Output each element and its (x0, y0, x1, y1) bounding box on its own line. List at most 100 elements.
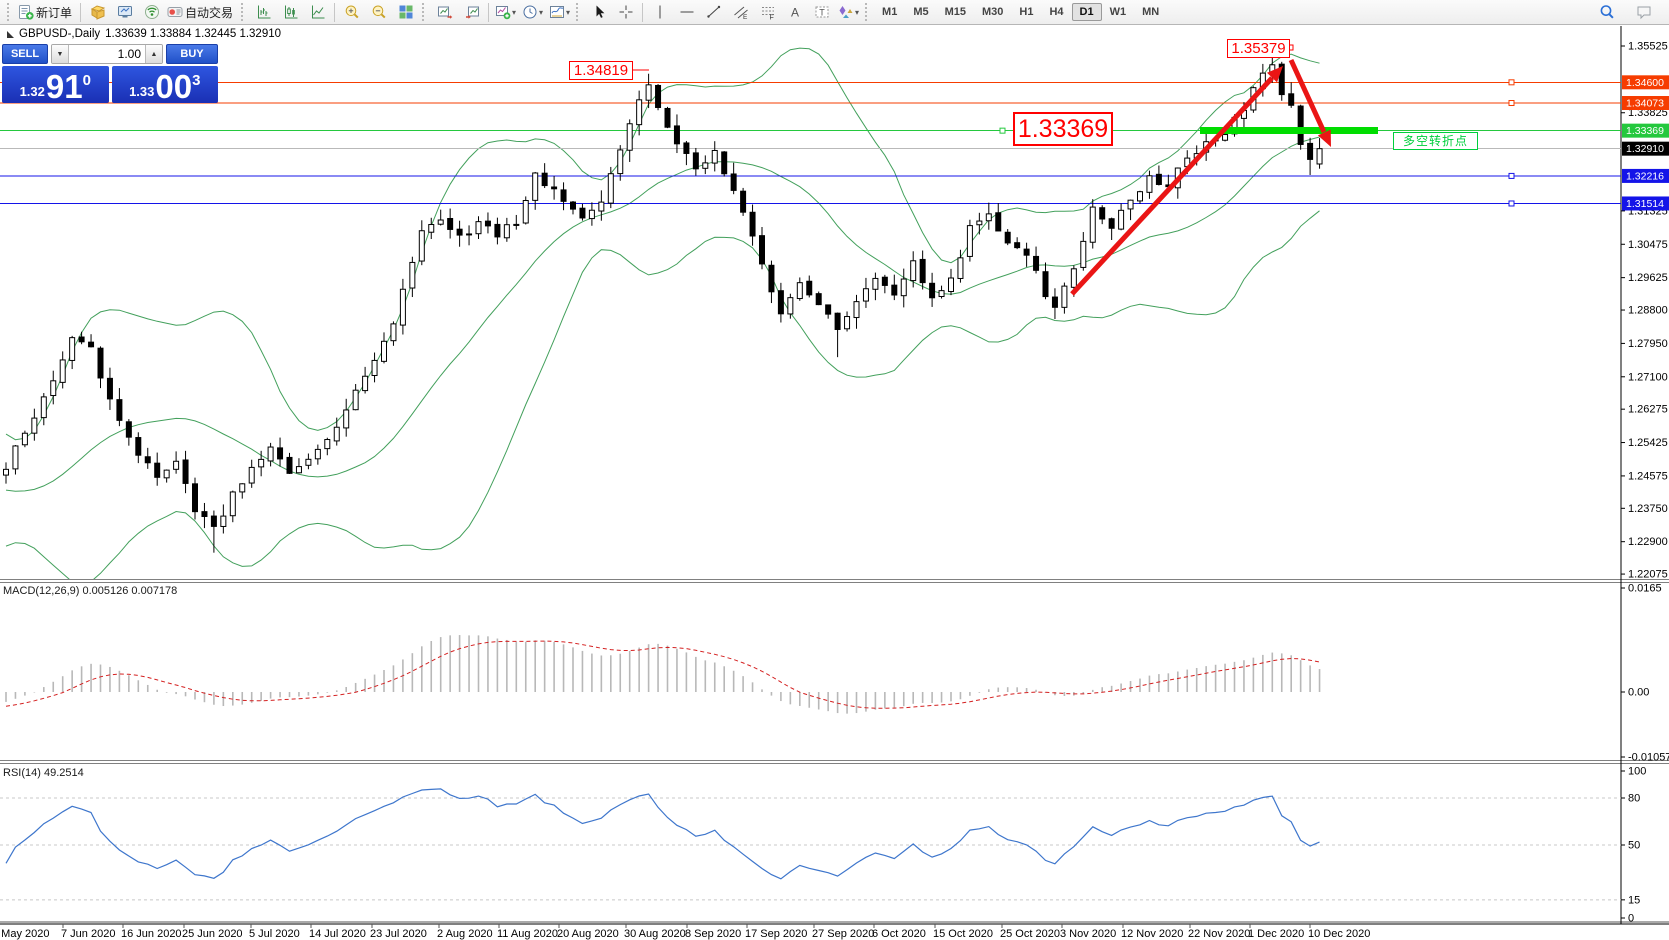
chart-shift-button[interactable] (458, 0, 485, 24)
sell-price-display[interactable]: 1.32 91 0 (2, 66, 109, 103)
timeframe-m15-button[interactable]: M15 (944, 6, 966, 18)
bars-chart-icon (257, 5, 271, 19)
templates-button[interactable]: ▾ (546, 0, 573, 24)
svg-text:1.34600: 1.34600 (1626, 77, 1664, 89)
svg-text:1.28800: 1.28800 (1628, 305, 1668, 317)
symbol-ohlc-line: GBPUSD-,Daily 1.33639 1.33884 1.32445 1.… (7, 28, 281, 40)
timeframe-d1-button[interactable]: D1 (1071, 3, 1102, 21)
timeframe-w1-button[interactable]: W1 (1109, 6, 1127, 18)
svg-text:15: 15 (1628, 894, 1640, 906)
auto-scroll-icon (437, 6, 452, 19)
main-price-pane[interactable] (0, 47, 1621, 584)
indicators-button[interactable]: ▾ (492, 0, 519, 24)
crosshair-icon (619, 5, 633, 19)
timeframe-m30-button[interactable]: M30 (982, 6, 1004, 18)
fibonacci-button[interactable]: F (754, 0, 781, 24)
signals-button[interactable] (138, 0, 165, 24)
vertical-line-button[interactable] (646, 0, 673, 24)
vline-icon (659, 5, 661, 19)
toolbar-separator (642, 2, 644, 22)
svg-text:15 Oct 2020: 15 Oct 2020 (933, 928, 993, 940)
price-label-134819[interactable]: 1.34819 (569, 61, 633, 80)
channel-icon: E (733, 6, 748, 20)
macd-pane[interactable] (5, 635, 1321, 714)
svg-text:1.22075: 1.22075 (1628, 569, 1668, 581)
market-watch-button[interactable] (111, 0, 138, 24)
zoom-out-button[interactable] (365, 0, 392, 24)
svg-text:1.30475: 1.30475 (1628, 239, 1668, 251)
svg-text:5 Jul 2020: 5 Jul 2020 (249, 928, 300, 940)
signal-icon (144, 5, 159, 19)
svg-text:8 Sep 2020: 8 Sep 2020 (685, 928, 741, 940)
auto-scroll-button[interactable] (431, 0, 458, 24)
zoom-in-button[interactable] (338, 0, 365, 24)
buy-button[interactable]: BUY (166, 44, 218, 64)
bar-chart-button[interactable] (250, 0, 277, 24)
equidistant-channel-button[interactable]: E (727, 0, 754, 24)
svg-text:30 Aug 2020: 30 Aug 2020 (624, 928, 686, 940)
trendline-button[interactable] (700, 0, 727, 24)
chat-icon[interactable] (1630, 0, 1657, 24)
market-watch-icon (117, 6, 132, 18)
new-order-button[interactable]: 新订单 (16, 0, 77, 24)
svg-text:2 Aug 2020: 2 Aug 2020 (437, 928, 493, 940)
timeframe-mn-button[interactable]: MN (1142, 6, 1160, 18)
price-axis[interactable]: 1.355251.338251.313251.304751.296251.288… (1621, 41, 1669, 581)
toolbar-grip (7, 3, 13, 21)
chevron-down-icon: ▾ (539, 7, 544, 17)
trend-arrows[interactable] (1267, 58, 1331, 147)
text-button[interactable]: A (781, 0, 808, 24)
sell-price-big: 91 (45, 67, 83, 105)
candlestick-chart-button[interactable] (277, 0, 304, 24)
price-label-135379[interactable]: 1.35379 (1227, 39, 1290, 58)
line-chart-button[interactable] (304, 0, 331, 24)
volume-decrease-button[interactable]: ▼ (52, 45, 69, 63)
svg-text:6 Oct 2020: 6 Oct 2020 (872, 928, 926, 940)
indicators-add-icon (496, 6, 511, 20)
svg-text:1.27100: 1.27100 (1628, 371, 1668, 383)
svg-text:1.32910: 1.32910 (1626, 143, 1664, 155)
svg-text:12 Nov 2020: 12 Nov 2020 (1121, 928, 1183, 940)
search-icon[interactable] (1593, 0, 1620, 24)
tile-windows-button[interactable] (392, 0, 419, 24)
horizontal-line-button[interactable] (673, 0, 700, 24)
svg-text:E: E (743, 14, 748, 20)
zoom-in-icon (345, 5, 359, 19)
profiles-button[interactable] (84, 0, 111, 24)
svg-text:3 Nov 2020: 3 Nov 2020 (1060, 928, 1116, 940)
svg-text:25 Jun 2020: 25 Jun 2020 (182, 928, 243, 940)
rsi-pane[interactable] (0, 788, 1621, 901)
pivot-highlight-bar[interactable] (1200, 127, 1378, 134)
volume-input[interactable] (69, 45, 145, 63)
auto-trading-button[interactable]: 自动交易 (165, 0, 238, 24)
svg-text:A: A (791, 6, 799, 20)
svg-text:1.26275: 1.26275 (1628, 404, 1668, 416)
svg-text:1 Dec 2020: 1 Dec 2020 (1248, 928, 1304, 940)
volume-increase-button[interactable]: ▲ (145, 45, 162, 63)
timeframe-h1-button[interactable]: H1 (1019, 6, 1034, 18)
svg-text:7 Jun 2020: 7 Jun 2020 (61, 928, 115, 940)
toolbar-separator (488, 2, 490, 22)
sell-button[interactable]: SELL (2, 44, 48, 64)
crosshair-button[interactable] (612, 0, 639, 24)
buy-price-display[interactable]: 1.33 00 3 (111, 66, 218, 103)
arrows-button[interactable]: ▾ (835, 0, 862, 24)
svg-text:1.32216: 1.32216 (1626, 170, 1664, 182)
trendline-icon (706, 5, 720, 18)
svg-text:17 Sep 2020: 17 Sep 2020 (745, 928, 807, 940)
timeframe-m5-button[interactable]: M5 (913, 6, 929, 18)
chevron-down-icon: ▾ (512, 7, 517, 17)
text-label-button[interactable]: T (808, 0, 835, 24)
line-chart-icon (311, 5, 325, 19)
volume-control: ▼ ▲ (51, 44, 163, 64)
pivot-note-label[interactable]: 多空转折点 (1393, 132, 1478, 150)
timeframe-h4-button[interactable]: H4 (1049, 6, 1064, 18)
cursor-button[interactable] (585, 0, 612, 24)
timeframe-m1-button[interactable]: M1 (882, 6, 898, 18)
periods-button[interactable]: ▾ (519, 0, 546, 24)
chevron-down-icon: ▾ (855, 7, 860, 17)
price-label-133369[interactable]: 1.33369 (1013, 112, 1113, 146)
